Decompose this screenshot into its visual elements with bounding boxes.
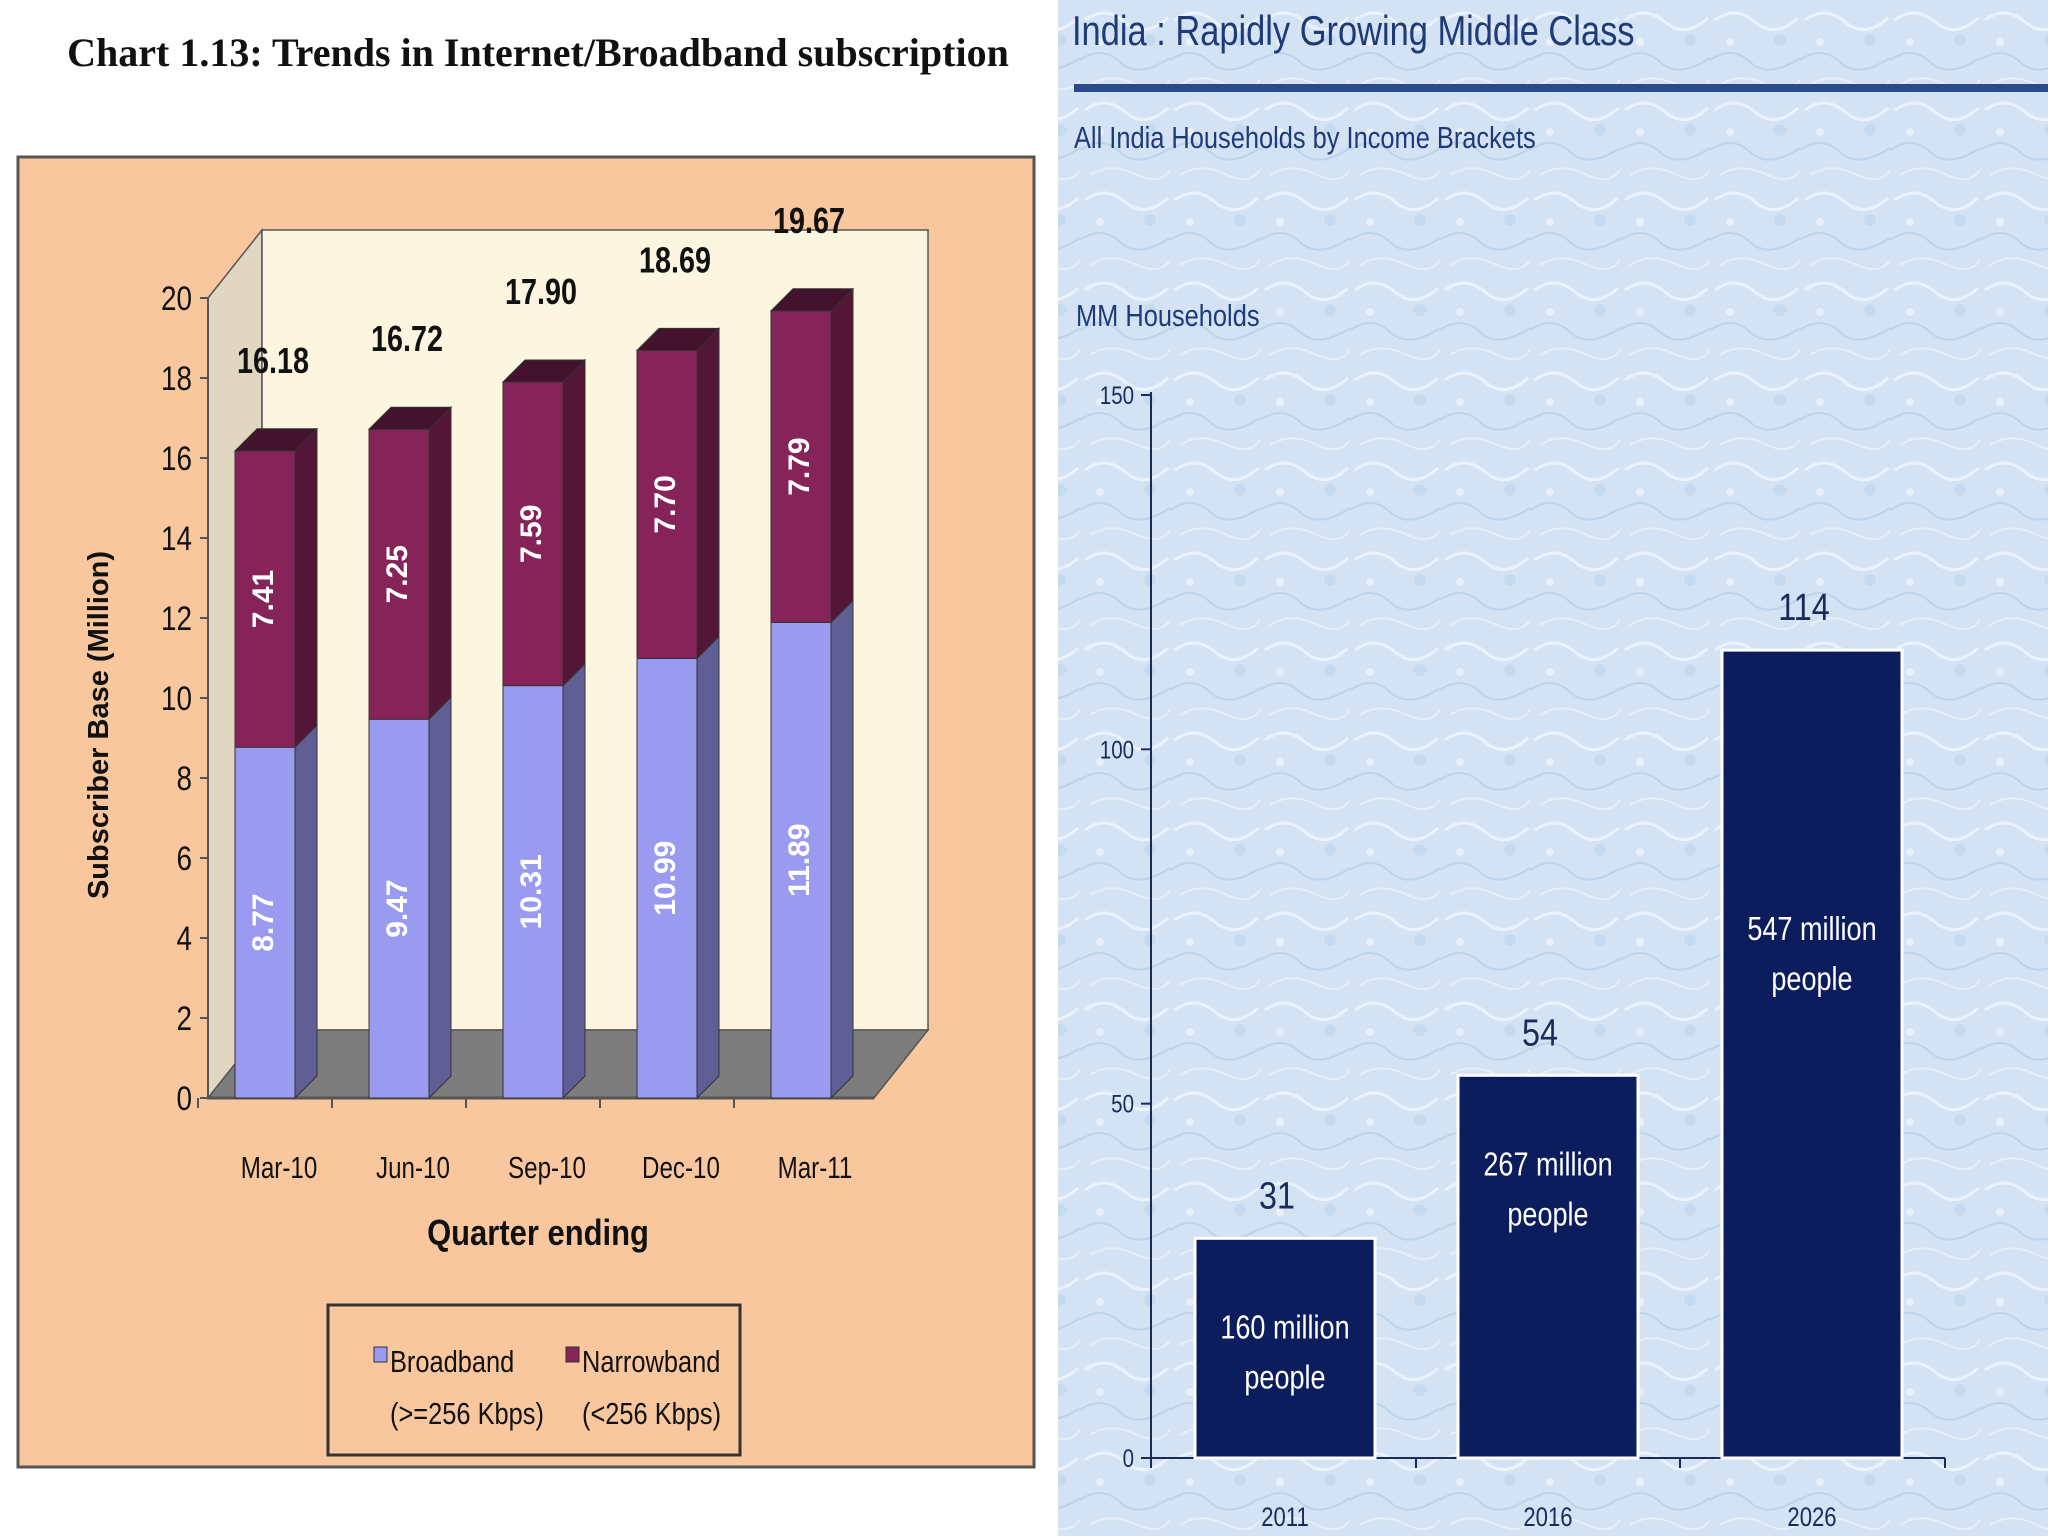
bar-value-label: 7.41 [247, 570, 280, 628]
bar-narrowband-side [428, 405, 452, 721]
bar-narrowband-front [502, 381, 564, 687]
bar-narrowband-side [294, 427, 318, 749]
legend-swatch-broadband [373, 1346, 388, 1363]
legend-label-narrowband: Narrowband [582, 1345, 720, 1380]
bar-annotation-line2: people [1771, 962, 1852, 998]
bar-narrowband-front [636, 349, 698, 659]
chart-title: Chart 1.13: Trends in Internet/Broadband… [67, 30, 1009, 75]
bar-value-label: 7.25 [381, 545, 414, 603]
bar-top-face [769, 288, 855, 312]
y-tick-label: 16 [161, 439, 192, 477]
bar-narrowband-side [696, 327, 720, 660]
bar-total-label: 16.18 [237, 340, 309, 381]
y-tick-label: 12 [161, 599, 192, 637]
bar-total-label: 17.90 [505, 271, 577, 312]
x-tick-label-2: 2016 [1523, 1503, 1572, 1533]
x-tick-label: Jun-10 [376, 1150, 450, 1185]
legend-sublabel-broadband: (>=256 Kbps) [390, 1397, 544, 1432]
bar-2026 [1720, 648, 1904, 1460]
middle-class-chart: India : Rapidly Growing Middle Class All… [1058, 0, 2048, 1536]
legend-swatch-narrowband [565, 1346, 580, 1363]
y-tick-label: 4 [176, 919, 192, 957]
y-axis-label: Subscriber Base (Million) [83, 551, 115, 899]
bar-value-label: 7.79 [783, 437, 816, 495]
bar-value-label: 10.99 [649, 841, 682, 916]
bar-value-label: 9.47 [381, 879, 414, 937]
y-tick-label: 14 [161, 519, 192, 557]
bar-value-label: 7.59 [515, 505, 548, 563]
bar-2016 [1456, 1073, 1640, 1460]
bar-broadband-side [830, 599, 854, 1100]
title-rule [1074, 84, 2048, 92]
bar-broadband-side [294, 723, 318, 1100]
bar-annotation-line2: people [1244, 1360, 1325, 1396]
y-tick-label: 2 [176, 999, 192, 1037]
bar-broadband-side [562, 662, 586, 1100]
y-tick-label: 8 [176, 759, 192, 797]
bar-annotation-line1: 547 million [1747, 912, 1876, 948]
x-axis-label: Quarter ending [427, 1214, 649, 1254]
x-tick-label-2: 2026 [1787, 1503, 1836, 1533]
bar-value-label-2: 31 [1259, 1175, 1295, 1217]
legend-label-broadband: Broadband [390, 1345, 514, 1380]
bar-narrowband-side [562, 358, 586, 687]
bar-value-label: 7.70 [649, 475, 682, 533]
y-tick-label-2: 50 [1111, 1090, 1134, 1118]
bar-annotation-line1: 267 million [1483, 1147, 1612, 1183]
bar-narrowband-side [830, 287, 854, 624]
y-tick-label-2: 100 [1100, 735, 1134, 763]
chart-title-2: India : Rapidly Growing Middle Class [1072, 8, 1635, 55]
subscription-chart: Chart 1.13: Trends in Internet/Broadband… [16, 30, 1036, 1469]
bar-broadband-front [770, 621, 832, 1099]
bar-broadband-front [234, 746, 296, 1099]
x-tick-label: Mar-11 [778, 1150, 853, 1185]
bar-top-face [635, 327, 721, 351]
y-tick-label: 20 [161, 279, 192, 317]
bar-total-label: 18.69 [639, 239, 711, 280]
bar-broadband-front [636, 657, 698, 1099]
legend: Broadband (>=256 Kbps) Narrowband (<256 … [326, 1303, 742, 1457]
y-tick-label: 6 [176, 839, 192, 877]
bar-total-label: 19.67 [773, 200, 845, 241]
bar-value-label: 10.31 [515, 854, 548, 929]
bar-2011 [1193, 1236, 1377, 1460]
y-tick-label-2: 150 [1100, 381, 1134, 409]
bar-value-label: 8.77 [247, 893, 280, 951]
chart-subtitle-2: All India Households by Income Brackets [1074, 121, 1536, 156]
legend-sublabel-narrowband: (<256 Kbps) [582, 1397, 721, 1432]
x-tick-label: Mar-10 [241, 1150, 318, 1185]
bar-narrowband-front [368, 428, 430, 720]
y-axis-label-2: MM Households [1076, 299, 1260, 334]
bar-value-label: 11.89 [783, 823, 816, 896]
bar-top-face [367, 406, 453, 430]
x-tick-label: Sep-10 [508, 1150, 586, 1185]
bar-broadband-side [428, 695, 452, 1100]
bar-annotation-line1: 160 million [1220, 1310, 1349, 1346]
bar-top-face [233, 428, 319, 452]
bar-annotation-line2: people [1507, 1197, 1588, 1233]
legend-box [326, 1303, 742, 1457]
x-tick-label: Dec-10 [642, 1150, 720, 1185]
bar-top-face [501, 359, 587, 383]
y-tick-label: 10 [161, 679, 192, 717]
bar-value-label-2: 114 [1778, 587, 1829, 629]
bar-value-label-2: 54 [1522, 1012, 1558, 1054]
y-tick-label-2: 0 [1123, 1444, 1134, 1472]
y-tick-label: 0 [176, 1079, 192, 1117]
x-tick-label-2: 2011 [1261, 1503, 1309, 1533]
y-tick-label: 18 [161, 359, 192, 397]
bar-total-label: 16.72 [371, 318, 443, 359]
bar-broadband-side [696, 635, 720, 1100]
